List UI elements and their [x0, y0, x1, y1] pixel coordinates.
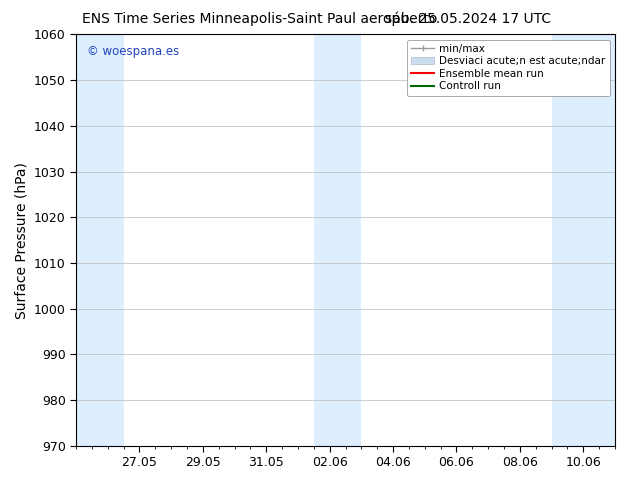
Text: sáb. 25.05.2024 17 UTC: sáb. 25.05.2024 17 UTC — [385, 12, 552, 26]
Text: © woespana.es: © woespana.es — [87, 45, 179, 58]
Bar — [76, 34, 124, 446]
Bar — [314, 34, 361, 446]
Text: ENS Time Series Minneapolis-Saint Paul aeropuerto: ENS Time Series Minneapolis-Saint Paul a… — [82, 12, 438, 26]
Legend: min/max, Desviaci acute;n est acute;ndar, Ensemble mean run, Controll run: min/max, Desviaci acute;n est acute;ndar… — [407, 40, 610, 96]
Y-axis label: Surface Pressure (hPa): Surface Pressure (hPa) — [14, 162, 29, 318]
Bar — [552, 34, 615, 446]
